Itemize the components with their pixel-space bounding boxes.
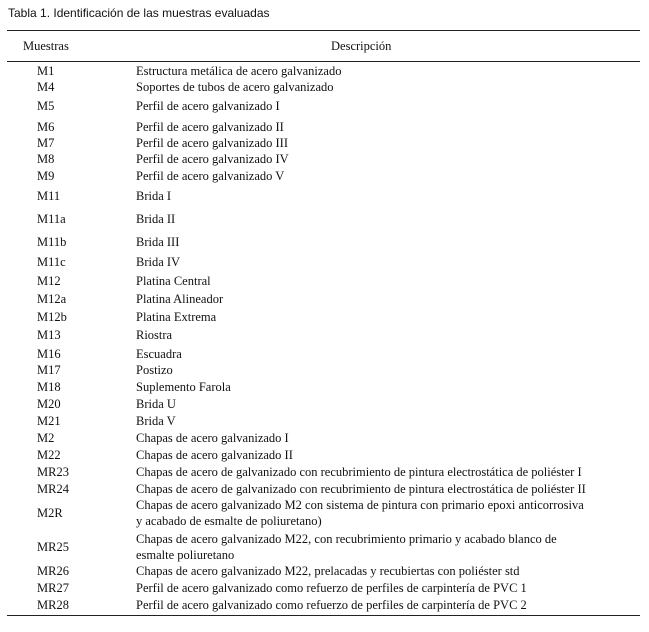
- sample-description: Perfil de acero galvanizado II: [136, 119, 641, 135]
- sample-code: M2: [37, 431, 55, 445]
- header-rule: [7, 61, 640, 62]
- description-line: Suplemento Farola: [136, 380, 231, 394]
- sample-description: Estructura metálica de acero galvanizado: [136, 63, 641, 79]
- sample-description: Chapas de acero galvanizado I: [136, 430, 641, 446]
- sample-code: M9: [37, 169, 55, 183]
- sample-code: M8: [37, 152, 55, 166]
- sample-description: Brida V: [136, 413, 641, 429]
- sample-code: M17: [37, 363, 61, 377]
- header-descripcion: Descripción: [331, 39, 392, 53]
- sample-code: MR28: [37, 598, 69, 612]
- top-rule: [7, 30, 640, 31]
- sample-description: Chapas de acero galvanizado II: [136, 447, 641, 463]
- description-line: Brida V: [136, 414, 176, 428]
- sample-code: MR25: [37, 540, 69, 554]
- description-line: Chapas de acero galvanizado M22, prelaca…: [136, 564, 520, 578]
- sample-code: M22: [37, 448, 61, 462]
- description-line: Brida II: [136, 212, 176, 226]
- description-line: Postizo: [136, 363, 173, 377]
- description-line: Soportes de tubos de acero galvanizado: [136, 80, 334, 94]
- sample-code: M18: [37, 380, 61, 394]
- sample-description: Riostra: [136, 327, 641, 343]
- description-line: Chapas de acero galvanizado II: [136, 448, 293, 462]
- description-line: Chapas de acero galvanizado M2 con siste…: [136, 498, 584, 512]
- sample-description: Brida III: [136, 234, 641, 250]
- description-line: Chapas de acero galvanizado M22, con rec…: [136, 532, 557, 546]
- description-line: Chapas de acero galvanizado I: [136, 431, 289, 445]
- sample-description: Chapas de acero galvanizado M22, con rec…: [136, 531, 641, 563]
- sample-description: Perfil de acero galvanizado V: [136, 168, 641, 184]
- description-line: Escuadra: [136, 347, 182, 361]
- description-line: Perfil de acero galvanizado I: [136, 99, 280, 113]
- description-line: y acabado de esmalte de poliuretano): [136, 514, 322, 528]
- description-line: Perfil de acero galvanizado como refuerz…: [136, 581, 527, 595]
- description-line: Brida IV: [136, 255, 181, 269]
- sample-description: Platina Central: [136, 273, 641, 289]
- sample-description: Brida I: [136, 188, 641, 204]
- sample-code: M7: [37, 136, 55, 150]
- sample-code: M6: [37, 120, 55, 134]
- description-line: Platina Central: [136, 274, 211, 288]
- sample-code: M1: [37, 64, 55, 78]
- sample-code: M5: [37, 99, 55, 113]
- bottom-rule: [7, 615, 640, 616]
- sample-description: Postizo: [136, 362, 641, 378]
- sample-description: Brida IV: [136, 254, 641, 270]
- description-line: Chapas de acero de galvanizado con recub…: [136, 482, 586, 496]
- sample-description: Platina Extrema: [136, 309, 641, 325]
- description-line: Platina Extrema: [136, 310, 217, 324]
- sample-description: Chapas de acero galvanizado M2 con siste…: [136, 497, 641, 529]
- sample-code: M11: [37, 189, 61, 203]
- sample-description: Soportes de tubos de acero galvanizado: [136, 79, 641, 95]
- description-line: Brida I: [136, 189, 172, 203]
- description-line: Estructura metálica de acero galvanizado: [136, 64, 342, 78]
- description-line: Brida U: [136, 397, 176, 411]
- sample-code: M20: [37, 397, 61, 411]
- description-line: Chapas de acero de galvanizado con recub…: [136, 465, 582, 479]
- sample-description: Chapas de acero de galvanizado con recub…: [136, 464, 641, 480]
- sample-code: M11c: [37, 255, 66, 269]
- description-line: Perfil de acero galvanizado II: [136, 120, 284, 134]
- description-line: Perfil de acero galvanizado IV: [136, 152, 289, 166]
- sample-description: Escuadra: [136, 346, 641, 362]
- sample-code: M4: [37, 80, 55, 94]
- sample-description: Perfil de acero galvanizado III: [136, 135, 641, 151]
- description-line: Brida III: [136, 235, 180, 249]
- sample-code: MR27: [37, 581, 69, 595]
- sample-code: M12: [37, 274, 61, 288]
- sample-code: M21: [37, 414, 61, 428]
- sample-code: MR26: [37, 564, 69, 578]
- sample-code: M11a: [37, 212, 66, 226]
- sample-description: Suplemento Farola: [136, 379, 641, 395]
- sample-description: Platina Alineador: [136, 291, 641, 307]
- sample-code: M12b: [37, 310, 67, 324]
- sample-code: M12a: [37, 292, 67, 306]
- sample-code: M13: [37, 328, 61, 342]
- sample-description: Perfil de acero galvanizado I: [136, 98, 641, 114]
- table-caption: Tabla 1. Identificación de las muestras …: [8, 6, 270, 20]
- description-line: Platina Alineador: [136, 292, 224, 306]
- sample-code: MR24: [37, 482, 69, 496]
- header-muestras: Muestras: [23, 39, 69, 53]
- description-line: Perfil de acero galvanizado V: [136, 169, 285, 183]
- description-line: esmalte poliuretano: [136, 548, 235, 562]
- sample-code: M2R: [37, 506, 63, 520]
- sample-description: Perfil de acero galvanizado como refuerz…: [136, 597, 641, 613]
- description-line: Riostra: [136, 328, 173, 342]
- sample-description: Perfil de acero galvanizado IV: [136, 151, 641, 167]
- sample-code: M11b: [37, 235, 67, 249]
- sample-description: Perfil de acero galvanizado como refuerz…: [136, 580, 641, 596]
- sample-code: MR23: [37, 465, 69, 479]
- sample-code: M16: [37, 347, 61, 361]
- sample-description: Chapas de acero galvanizado M22, prelaca…: [136, 563, 641, 579]
- sample-description: Brida U: [136, 396, 641, 412]
- description-line: Perfil de acero galvanizado como refuerz…: [136, 598, 527, 612]
- sample-description: Brida II: [136, 211, 641, 227]
- description-line: Perfil de acero galvanizado III: [136, 136, 289, 150]
- sample-description: Chapas de acero de galvanizado con recub…: [136, 481, 641, 497]
